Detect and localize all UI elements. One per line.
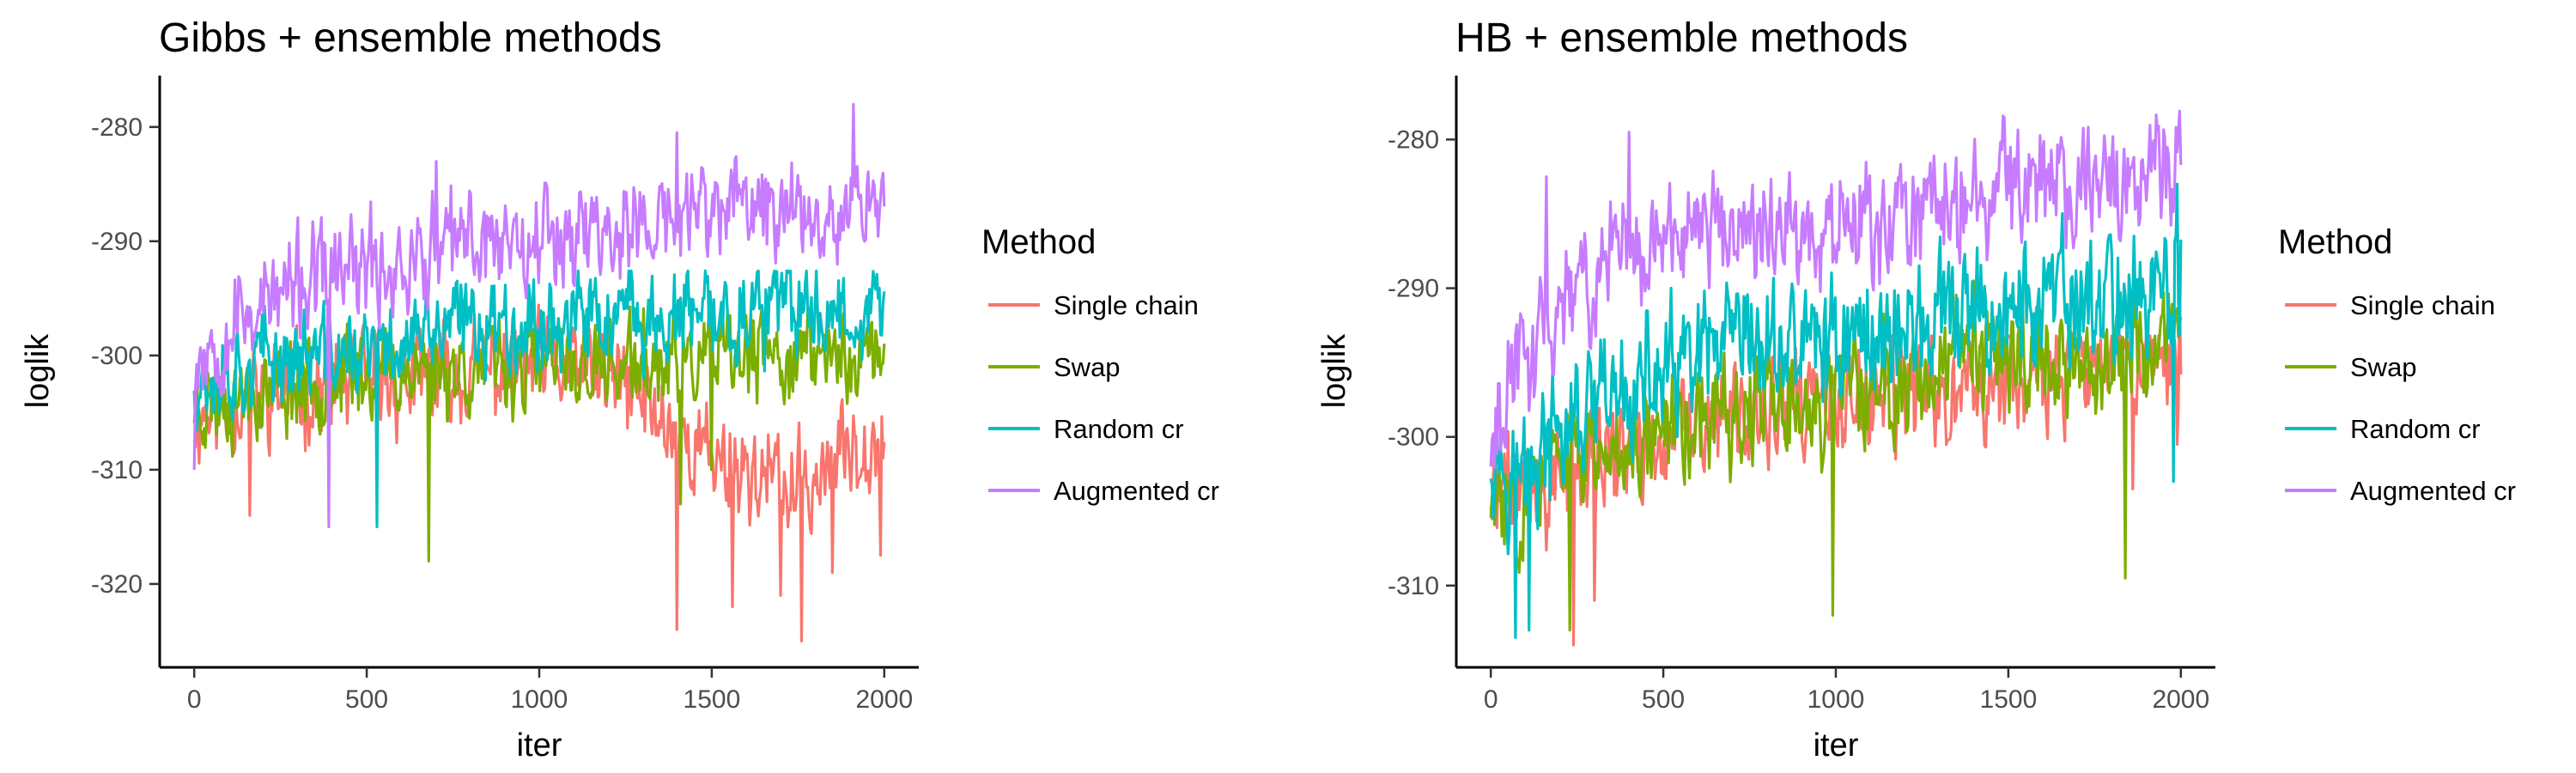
series-line-random-cr xyxy=(1489,182,2183,639)
plot-area: 0 500 1000 1500 2000 -280 -290 -300 -310 -320 xyxy=(91,76,919,714)
series-line-augmented-cr xyxy=(192,102,886,528)
x-axis-label: iter xyxy=(1814,727,1859,764)
series-line-random-cr xyxy=(192,269,886,528)
y-axis-ticks: -280 -290 -300 -310 -320 xyxy=(91,113,160,599)
y-tick-label: -280 xyxy=(91,113,143,142)
legend-label: Augmented cr xyxy=(2350,476,2516,506)
legend-label: Random cr xyxy=(2350,414,2481,444)
chart-panel-gibbs: Gibbs + ensemble methods 0 500 1000 1500 200… xyxy=(20,15,1219,764)
chart-title: Gibbs + ensemble methods xyxy=(159,15,662,61)
legend-items: Single chain Swap Random cr Augmented cr xyxy=(2285,290,2516,506)
chart-title: HB + ensemble methods xyxy=(1455,15,1908,61)
legend-title: Method xyxy=(2278,223,2392,261)
legend-label: Augmented cr xyxy=(1054,476,1219,506)
chart-panel-hb: HB + ensemble methods 0 500 1000 1500 2000 -… xyxy=(1316,15,2516,764)
legend-title: Method xyxy=(981,223,1096,261)
legend-label: Random cr xyxy=(1054,414,1184,444)
x-tick-label: 1000 xyxy=(1807,685,1865,714)
x-tick-label: 2000 xyxy=(2152,685,2209,714)
series-line-single-chain xyxy=(192,303,886,642)
y-tick-label: -290 xyxy=(1388,275,1439,303)
y-tick-label: -300 xyxy=(91,342,143,370)
series-line-swap xyxy=(192,302,886,563)
legend-label: Single chain xyxy=(2350,290,2495,320)
y-tick-label: -300 xyxy=(1388,423,1439,452)
x-tick-label: 1000 xyxy=(511,685,568,714)
x-axis-ticks: 0 500 1000 1500 2000 xyxy=(1484,667,2209,714)
legend-label: Swap xyxy=(1054,352,1121,382)
x-axis-ticks: 0 500 1000 1500 2000 xyxy=(187,667,913,714)
x-tick-label: 500 xyxy=(1642,685,1685,714)
legend-label: Swap xyxy=(2350,352,2417,382)
legend-label: Single chain xyxy=(1054,290,1199,320)
series-line-augmented-cr xyxy=(1489,109,2183,469)
legend: Method Single chain Swap Random cr Augmente… xyxy=(2278,223,2516,506)
y-axis-label: loglik xyxy=(1316,333,1352,409)
plot-area: 0 500 1000 1500 2000 -280 -290 -300 -310 xyxy=(1388,76,2215,714)
y-tick-label: -320 xyxy=(91,570,143,599)
legend-items: Single chain Swap Random cr Augmented cr xyxy=(988,290,1219,506)
y-tick-label: -280 xyxy=(1388,125,1439,154)
y-tick-label: -310 xyxy=(1388,572,1439,600)
x-tick-label: 1500 xyxy=(683,685,741,714)
legend: Method Single chain Swap Random cr Augmente… xyxy=(981,223,1219,506)
x-tick-label: 500 xyxy=(345,685,388,714)
series-layer xyxy=(1489,109,2183,647)
y-tick-label: -290 xyxy=(91,228,143,256)
x-tick-label: 1500 xyxy=(1980,685,2038,714)
x-tick-label: 0 xyxy=(187,685,202,714)
y-tick-label: -310 xyxy=(91,456,143,484)
x-tick-label: 2000 xyxy=(855,685,913,714)
x-axis-label: iter xyxy=(517,727,562,764)
series-layer xyxy=(192,102,886,642)
y-axis-label: loglik xyxy=(20,333,56,409)
x-tick-label: 0 xyxy=(1484,685,1498,714)
y-axis-ticks: -280 -290 -300 -310 xyxy=(1388,125,1456,600)
